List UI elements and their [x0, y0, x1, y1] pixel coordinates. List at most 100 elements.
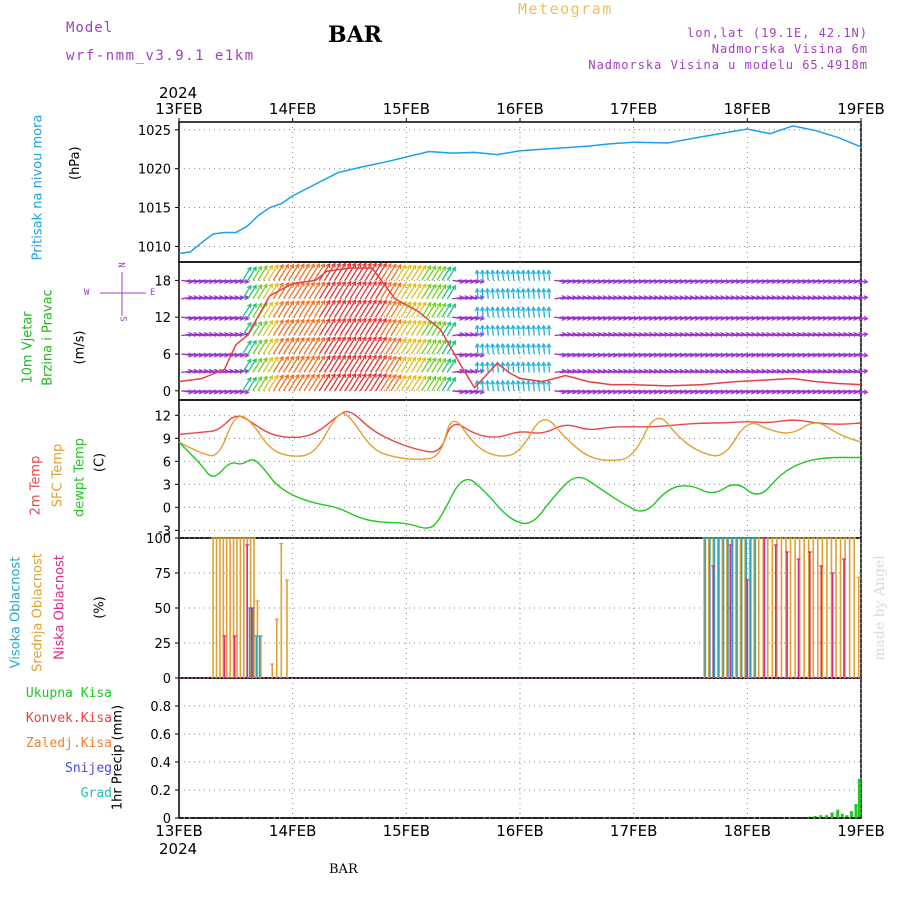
wind-vector — [385, 264, 397, 281]
wind-vector — [651, 390, 663, 393]
wind-arrowhead — [791, 331, 797, 338]
wind-vector — [318, 337, 331, 355]
wind-arrowhead — [356, 280, 362, 286]
wind-arrowhead — [853, 295, 859, 301]
wind-vector — [713, 390, 725, 393]
wind-vector — [621, 279, 633, 283]
wind-vector — [354, 299, 367, 318]
wind-arrowhead — [325, 354, 331, 360]
wind-arrowhead — [756, 368, 762, 374]
wind-arrowhead — [213, 278, 219, 285]
wind-arrowhead — [832, 278, 838, 285]
wind-arrowhead — [474, 331, 480, 338]
wind-arrowhead — [648, 368, 654, 374]
wind-vector — [426, 265, 437, 281]
wind-arrowhead — [536, 269, 542, 275]
wind-arrowhead — [325, 318, 331, 324]
wind-vector — [481, 362, 484, 373]
wind-vector — [713, 370, 725, 374]
wind-arrowhead — [401, 356, 407, 362]
wind-vector — [815, 333, 827, 337]
wind-vector — [462, 279, 474, 283]
wind-vector — [636, 333, 648, 337]
wind-vector — [491, 288, 494, 299]
wind-arrowhead — [346, 317, 352, 323]
wind-arrowhead — [325, 336, 331, 342]
wind-arrowhead — [505, 324, 511, 330]
wind-arrowhead — [203, 389, 209, 395]
wind-vector — [764, 353, 776, 357]
wind-arrowhead — [451, 340, 456, 346]
wind-vector — [431, 376, 442, 392]
wind-vector — [267, 301, 279, 318]
wind-vector — [462, 390, 474, 393]
wind-arrowhead — [396, 319, 402, 325]
wind-arrowhead — [401, 337, 407, 343]
wind-vector — [784, 316, 796, 320]
wind-arrowhead — [786, 331, 792, 338]
wind-vector — [830, 390, 842, 393]
wind-vector — [559, 390, 571, 393]
wind-vector — [486, 362, 489, 373]
wind-vector — [708, 316, 720, 320]
wind-vector — [191, 316, 203, 320]
wind-arrowhead — [325, 262, 331, 268]
wind-arrowhead — [515, 287, 521, 293]
wind-vector — [390, 374, 402, 392]
x-top-label: 15FEB — [383, 100, 430, 118]
wind-arrowhead — [310, 300, 315, 306]
wind-arrowhead — [715, 315, 721, 321]
x-top-label: 19FEB — [837, 100, 884, 118]
wind-arrowhead — [638, 331, 644, 338]
wind-vector — [232, 390, 244, 393]
wind-vector — [191, 353, 203, 357]
wind-vector — [303, 374, 315, 392]
wind-vector — [446, 377, 456, 392]
wind-arrowhead — [208, 315, 214, 321]
wind-arrowhead — [367, 317, 372, 323]
wind-vector — [201, 390, 213, 393]
wind-arrowhead — [213, 331, 219, 338]
wind-arrowhead — [669, 331, 675, 338]
wind-vector — [517, 325, 520, 336]
wind-vector — [329, 318, 341, 336]
wind-arrowhead — [571, 295, 577, 301]
wind-vector — [733, 353, 745, 357]
wind-arrowhead — [623, 295, 629, 301]
wind-arrowhead — [617, 315, 623, 321]
wind-arrowhead — [561, 278, 567, 285]
wind-vector — [446, 303, 456, 318]
wind-arrowhead — [372, 299, 377, 305]
wind-arrowhead — [387, 281, 392, 287]
wind-vector — [702, 279, 714, 283]
wind-vector — [610, 296, 622, 300]
wind-arrowhead — [720, 278, 726, 285]
wind-arrowhead — [679, 331, 685, 338]
wind-arrowhead — [300, 318, 305, 324]
wind-arrowhead — [198, 389, 204, 395]
wind-arrowhead — [213, 315, 219, 321]
wind-vector — [446, 322, 456, 336]
wind-arrowhead — [500, 379, 506, 385]
wind-arrowhead — [325, 281, 331, 287]
wind-vector — [329, 281, 341, 300]
wind-vector — [697, 390, 709, 393]
wind-arrowhead — [648, 295, 654, 301]
pressure-line — [178, 125, 862, 255]
wind-arrowhead — [387, 336, 392, 342]
wind-vector — [743, 370, 755, 374]
wind-arrowhead — [582, 315, 588, 321]
wind-vector — [636, 296, 648, 300]
wind-vector — [222, 333, 234, 337]
wind-arrowhead — [756, 389, 762, 395]
wind-arrowhead — [812, 368, 818, 374]
wind-arrowhead — [387, 299, 392, 305]
wind-vector — [349, 281, 362, 300]
wind-arrowhead — [674, 295, 680, 301]
wind-vector — [196, 333, 208, 337]
wind-arrowhead — [279, 337, 284, 343]
wind-vector — [501, 270, 505, 281]
wind-vector — [605, 333, 617, 337]
wind-vector — [774, 353, 786, 357]
